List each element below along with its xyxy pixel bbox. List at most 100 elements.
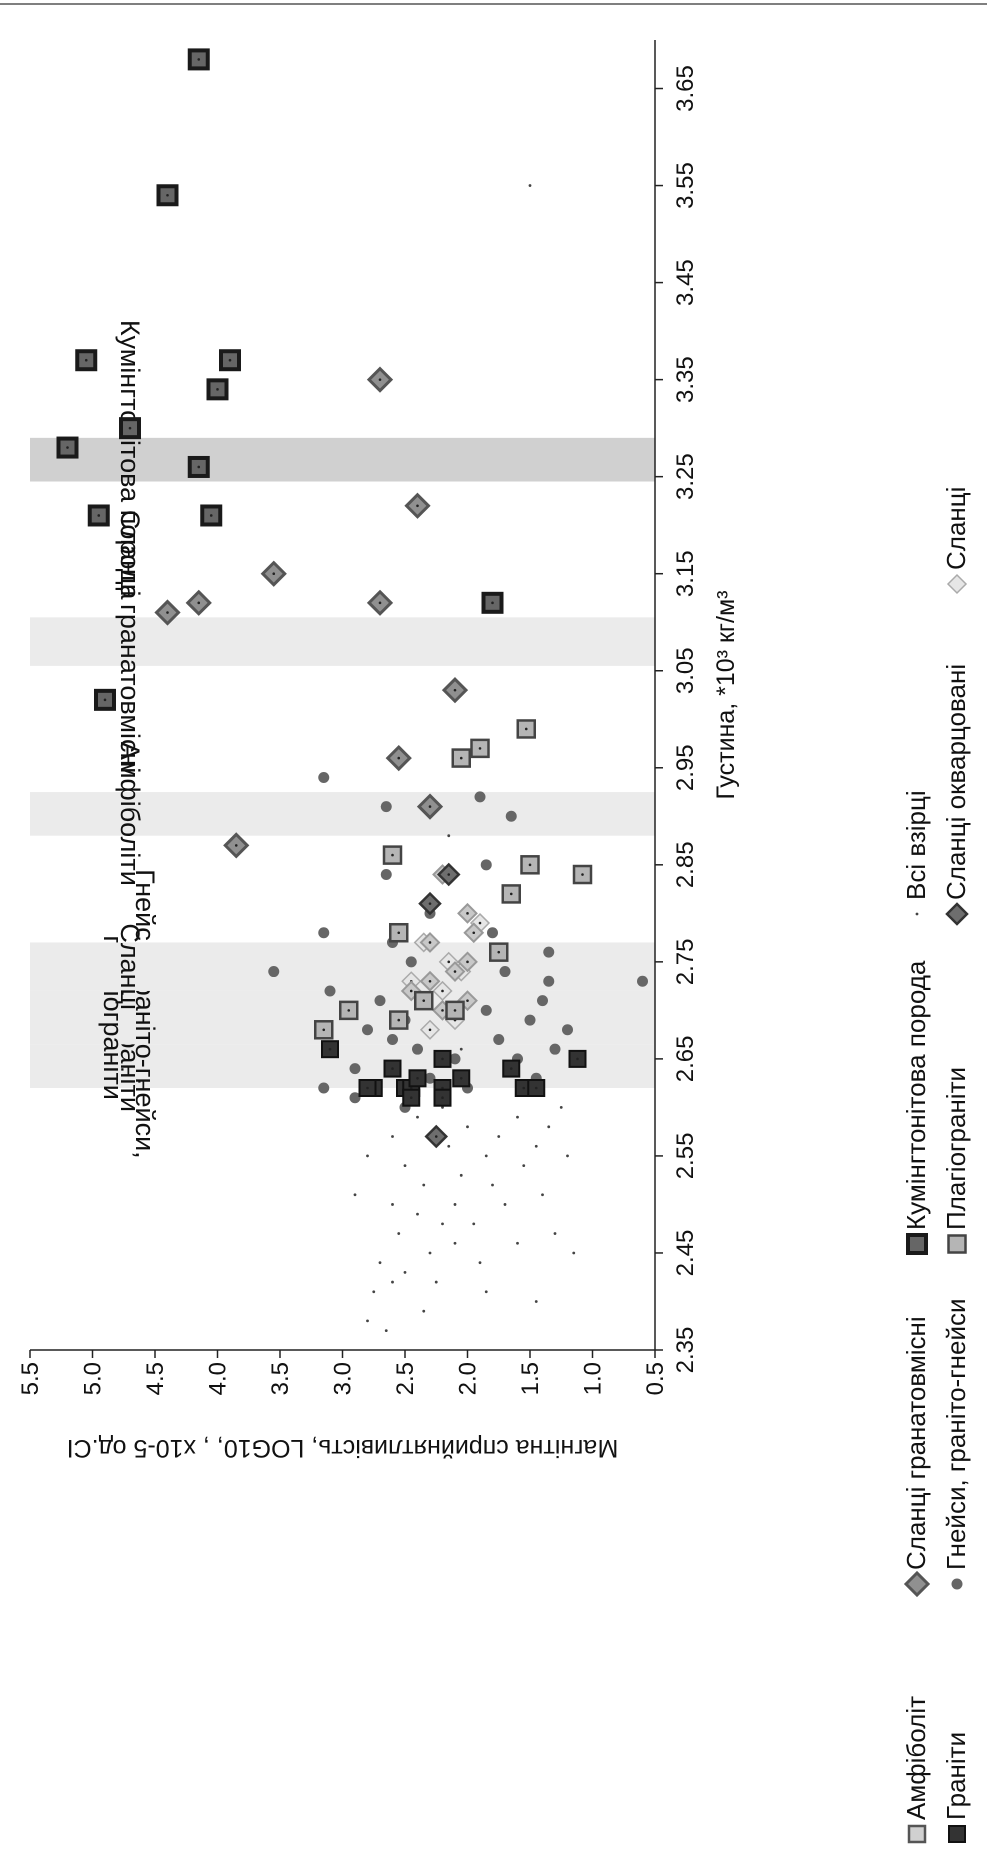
point-dot [499,966,511,978]
point-center-dot [466,912,469,915]
point-center-dot [84,358,88,362]
point-dot [524,1014,536,1026]
x-tick-label: 3.65 [672,65,699,112]
point-dot [543,946,555,958]
point-center-dot [491,601,494,605]
legend-marker-diamond-mid [903,1570,931,1598]
point-center-dot [422,999,426,1002]
point-tiny-dot-shape [403,1270,407,1274]
point-tiny-dot [428,1251,432,1255]
point-tiny-dot [441,1222,444,1226]
point-tiny-dot-shape [453,1203,457,1206]
point-center-dot [216,388,219,391]
point-dot [318,771,330,783]
point-tiny-dot-shape [366,1319,369,1323]
point-dot [374,995,386,1007]
point-center-dot [428,1028,432,1032]
y-tick-label: 2.0 [455,1362,482,1395]
point-dot-shape [268,966,280,978]
point-dot [493,1033,505,1045]
point-tiny-dot-shape [422,1183,426,1187]
point-tiny-dot-shape [484,1290,488,1294]
point-dot [480,1004,492,1016]
point-tiny-dot [472,1222,476,1226]
point-center-dot [428,805,432,808]
legend-item: Плагіограніти [941,1067,971,1254]
point-dot-shape [499,966,511,978]
point-tiny-dot [447,834,451,838]
point-dot-shape [424,1072,436,1084]
point-center-dot [478,747,482,750]
point-tiny-dot-shape [541,1193,544,1197]
point-tiny-dot [416,1212,419,1216]
point-dot-shape [493,1033,505,1045]
x-axis-title: Густина, *10³ кг/м³ [712,591,740,800]
x-tick-label: 2.65 [672,1036,699,1083]
point-center-dot [497,950,501,954]
point-tiny-dot-shape [441,1106,444,1109]
point-tiny-dot [378,1261,382,1265]
x-tick-label: 3.15 [672,550,699,597]
point-dot [424,1072,436,1084]
point-tiny-dot-shape [403,1164,407,1168]
point-center-dot [509,1067,513,1070]
y-tick-label: 3.5 [267,1362,294,1395]
point-dot-shape [349,1063,361,1075]
point-center-dot [322,1028,326,1032]
band-label-4: Сланці гранатовмісні [115,510,145,773]
point-center-dot [416,1076,419,1080]
point-center-dot [459,756,463,760]
point-tiny-dot [491,1183,494,1187]
point-center-dot [434,1135,438,1138]
point-tiny-dot-shape [528,184,532,187]
point-tiny-dot [534,1300,538,1303]
axes: 2.35 2.45 2.55 2.65 2.75 2.85 2.95 3.05 3.15 3.25… [17,40,740,1462]
y-tick-label: 4.0 [205,1362,232,1395]
point-center-dot [409,1096,413,1100]
point-dot [637,975,648,987]
legend-marker-square-light [947,1234,967,1254]
point-tiny-dot-shape [397,1232,401,1235]
point-center-dot [209,514,213,517]
point-dot-shape [524,1014,536,1026]
legend-item: Сланці окварцовані [941,664,971,926]
y-tick-label: 5.0 [80,1362,107,1395]
point-tiny-dot [397,1232,401,1235]
point-tiny-dot-shape [416,1115,419,1119]
point-tiny-dot [434,1280,438,1284]
point-tiny-dot-shape [459,1047,463,1051]
point-dot [412,1043,423,1055]
point-dot-shape [543,975,555,987]
point-center-dot [453,688,457,692]
point-center-dot [272,572,276,576]
point-tiny-dot-shape [516,1115,519,1119]
point-dot-shape [380,801,392,813]
point-dot-shape [480,859,492,871]
point-center-dot [397,756,401,760]
point-tiny-dot-shape [391,1280,394,1284]
point-tiny-dot [372,1290,376,1294]
point-tiny-dot-shape [534,1144,538,1148]
point-dot-shape [387,1033,398,1045]
point-center-dot [466,999,469,1002]
point-dot [562,1024,573,1036]
legend-label: Амфіболіт [901,1696,931,1820]
point-tiny-dot-shape [378,1261,382,1265]
legend-item: Граніти [941,1732,971,1843]
point-center-dot [66,446,69,449]
point-dot [362,1024,373,1036]
legend-marker-square-light-outline-shape [907,1824,927,1844]
x-tick-label: 3.55 [672,162,699,209]
legend-item: Всі взірці [901,790,931,916]
point-center-dot [447,873,451,876]
x-tick-label: 2.35 [672,1327,699,1374]
point-center-dot [103,698,107,702]
point-tiny-dot [516,1115,519,1119]
point-center-dot [409,1086,413,1090]
point-center-dot [234,844,238,847]
point-center-dot [428,941,432,944]
point-center-dot [166,193,169,197]
point-tiny-dot [391,1135,394,1138]
x-tick-label: 3.05 [672,647,699,694]
